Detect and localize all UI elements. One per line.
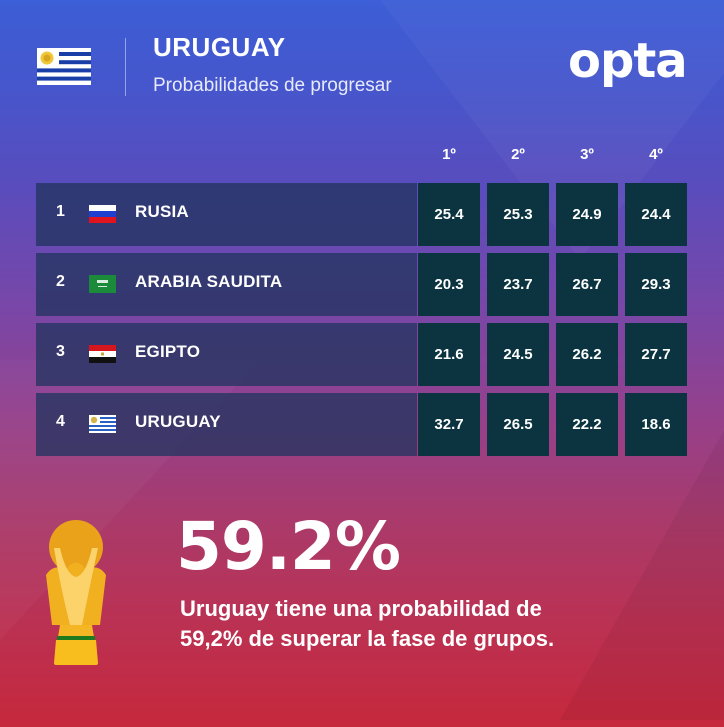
saudi-arabia-flag-icon xyxy=(89,275,116,293)
value-cell: 23.7 xyxy=(487,253,549,316)
table-row: 1 RUSIA 25.4 25.3 24.9 24.4 xyxy=(36,183,688,246)
value-cell: 26.7 xyxy=(556,253,618,316)
background-shape xyxy=(560,420,724,720)
rank: 4 xyxy=(56,413,65,430)
team-cell: 3 EGIPTO xyxy=(36,323,417,386)
rank: 2 xyxy=(56,273,65,290)
value-cell: 25.4 xyxy=(418,183,480,246)
value-cell: 32.7 xyxy=(418,393,480,456)
rank: 1 xyxy=(56,203,65,220)
opta-logo: opta xyxy=(568,33,688,89)
team-name: EGIPTO xyxy=(135,342,201,361)
page-title: URUGUAY xyxy=(153,32,286,62)
summary-text: Uruguay tiene una probabilidad de 59,2% … xyxy=(180,594,700,654)
value-cell: 29.3 xyxy=(625,253,687,316)
team-cell: 2 ARABIA SAUDITA xyxy=(36,253,417,316)
value-cell: 25.3 xyxy=(487,183,549,246)
russia-flag-icon xyxy=(89,205,116,223)
summary-line-1: Uruguay tiene una probabilidad de xyxy=(180,596,542,621)
rank: 3 xyxy=(56,343,65,360)
column-header-3rd: 3º xyxy=(580,146,594,163)
value-cell: 26.2 xyxy=(556,323,618,386)
egypt-flag-icon xyxy=(89,345,116,363)
header-divider xyxy=(125,38,126,96)
table-row: 3 EGIPTO 21.6 24.5 26.2 27.7 xyxy=(36,323,688,386)
value-cell: 26.5 xyxy=(487,393,549,456)
summary-line-2: 59,2% de superar la fase de grupos. xyxy=(180,626,555,651)
column-header-4th: 4º xyxy=(649,146,663,163)
value-cell: 24.5 xyxy=(487,323,549,386)
world-cup-trophy-icon xyxy=(46,520,106,665)
value-cell: 24.9 xyxy=(556,183,618,246)
value-cell: 24.4 xyxy=(625,183,687,246)
table-row: 2 ARABIA SAUDITA 20.3 23.7 26.7 29.3 xyxy=(36,253,688,316)
uruguay-flag-icon xyxy=(89,415,116,433)
value-cell: 27.7 xyxy=(625,323,687,386)
table-row: 4 URUGUAY 32.7 26.5 22.2 18.6 xyxy=(36,393,688,456)
uruguay-flag-icon xyxy=(37,48,91,85)
value-cell: 22.2 xyxy=(556,393,618,456)
column-header-1st: 1º xyxy=(442,146,456,163)
team-name: URUGUAY xyxy=(135,412,221,431)
column-headers: 1º 2º 3º 4º xyxy=(0,146,724,168)
value-cell: 21.6 xyxy=(418,323,480,386)
page-subtitle: Probabilidades de progresar xyxy=(153,75,392,96)
value-cell: 18.6 xyxy=(625,393,687,456)
team-cell: 4 URUGUAY xyxy=(36,393,417,456)
team-name: ARABIA SAUDITA xyxy=(135,272,283,291)
column-header-2nd: 2º xyxy=(511,146,525,163)
team-cell: 1 RUSIA xyxy=(36,183,417,246)
team-name: RUSIA xyxy=(135,202,189,221)
header: URUGUAY Probabilidades de progresar opta xyxy=(0,0,724,120)
headline-percentage: 59.2% xyxy=(176,508,401,585)
value-cell: 20.3 xyxy=(418,253,480,316)
